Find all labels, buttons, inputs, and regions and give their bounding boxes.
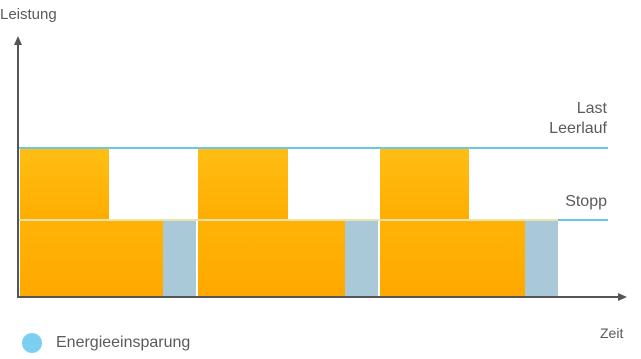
y-axis-title: Leistung	[0, 6, 57, 23]
legend-label: Energieeinsparung	[56, 334, 191, 351]
cycle-1-idle-block	[20, 220, 163, 297]
block-layer	[20, 148, 558, 297]
y-axis-arrow-icon	[14, 36, 22, 45]
cycle-2-load-block	[198, 148, 288, 220]
level-label-stopp: Stopp	[565, 193, 607, 210]
x-axis-arrow-icon	[618, 293, 627, 301]
level-label-leerlauf: Leerlauf	[549, 120, 607, 137]
cycle-2-idle-block	[198, 220, 345, 297]
legend: Energieeinsparung	[22, 333, 190, 353]
cycle-3-saving-block	[525, 220, 558, 297]
cycle-3-load-block	[380, 148, 469, 220]
cycle-3-idle-block	[380, 220, 525, 297]
cycle-1-load-block	[20, 148, 109, 220]
cycle-2-saving-block	[345, 220, 378, 297]
axes-layer	[14, 36, 627, 301]
x-axis-title: Zeit	[600, 325, 624, 341]
energy-saving-swatch-icon	[22, 333, 42, 353]
level-label-last: Last	[576, 100, 607, 117]
cycle-1-saving-block	[163, 220, 196, 297]
level-line-layer	[18, 147, 608, 221]
